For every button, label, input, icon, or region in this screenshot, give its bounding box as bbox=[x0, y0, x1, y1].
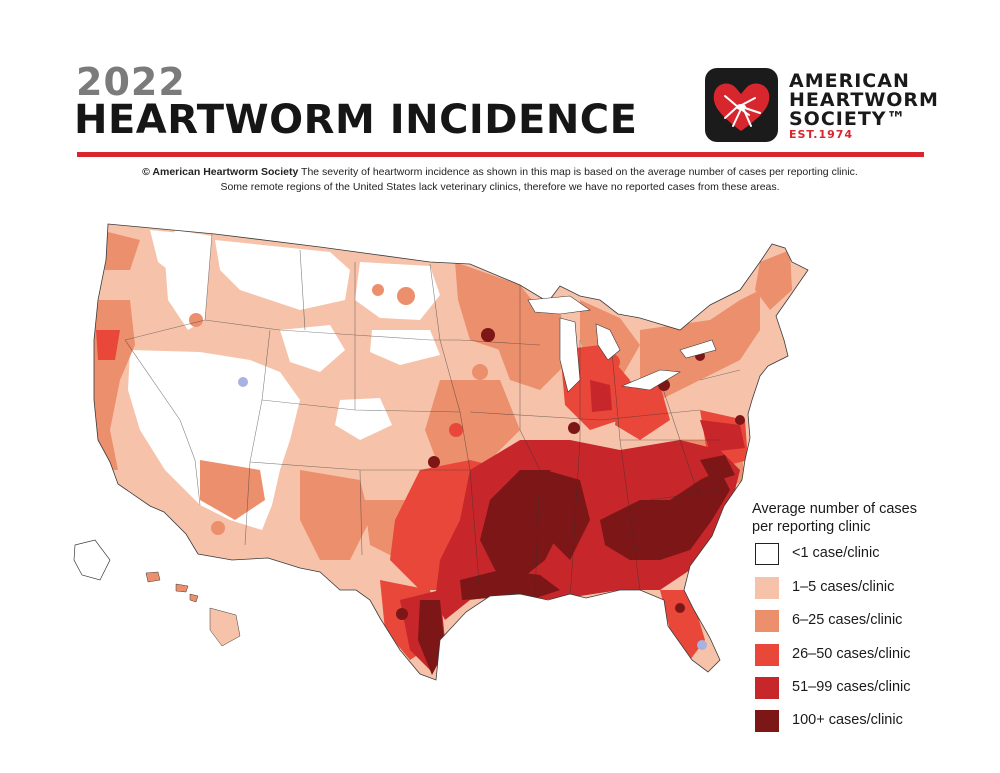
map-note-line1: © American Heartworm Society The severit… bbox=[100, 166, 900, 178]
heart-mosquito-icon bbox=[705, 68, 778, 142]
map-note-line2: Some remote regions of the United States… bbox=[220, 181, 780, 193]
logo-established: EST.1974 bbox=[789, 128, 854, 141]
legend-swatch bbox=[755, 677, 779, 699]
legend-label: <1 case/clinic bbox=[792, 545, 880, 561]
great-lakes bbox=[527, 295, 717, 393]
map-title: HEARTWORM INCIDENCE bbox=[74, 97, 638, 143]
legend-title-line1: Average number of cases bbox=[752, 501, 917, 517]
legend-title-line2: per reporting clinic bbox=[752, 519, 871, 535]
legend-swatch bbox=[755, 543, 779, 565]
logo-text-line2: HEARTWORM bbox=[789, 89, 939, 111]
legend-title: Average number of cases per reporting cl… bbox=[752, 500, 917, 536]
legend-swatch bbox=[755, 710, 779, 732]
logo-text-line1: AMERICAN bbox=[789, 70, 910, 92]
legend-label: 1–5 cases/clinic bbox=[792, 579, 895, 595]
legend-swatch bbox=[755, 644, 779, 666]
map-note-text: The severity of heartworm incidence as s… bbox=[298, 166, 858, 178]
copyright-credit: © American Heartworm Society bbox=[142, 166, 299, 178]
legend-label: 100+ cases/clinic bbox=[792, 712, 903, 728]
legend-label: 51–99 cases/clinic bbox=[792, 679, 911, 695]
legend-swatch bbox=[755, 577, 779, 599]
legend-swatch bbox=[755, 610, 779, 632]
legend-label: 26–50 cases/clinic bbox=[792, 646, 911, 662]
hawaii bbox=[145, 571, 241, 647]
logo-text-line3: SOCIETY™ bbox=[789, 108, 907, 130]
alaska bbox=[73, 539, 111, 581]
header-divider bbox=[77, 152, 924, 157]
legend-label: 6–25 cases/clinic bbox=[792, 612, 903, 628]
map-year: 2022 bbox=[76, 60, 186, 104]
